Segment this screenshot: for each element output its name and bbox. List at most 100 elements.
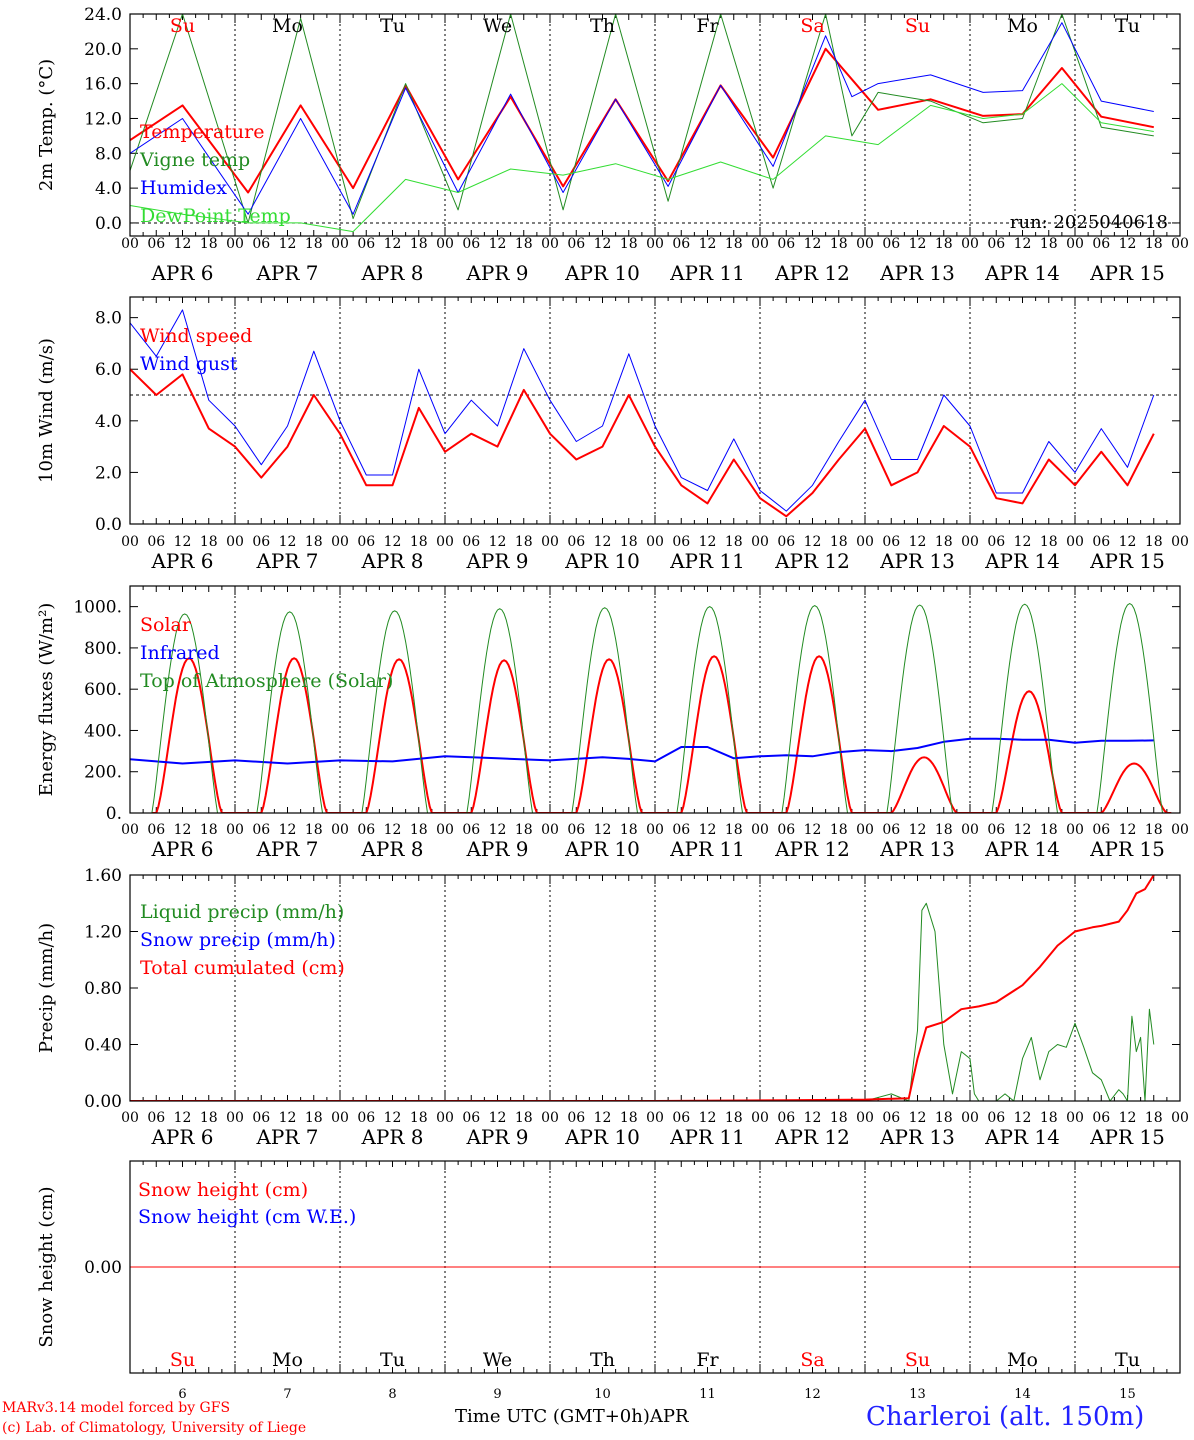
hour-label: 00: [646, 822, 664, 838]
hour-label: 06: [567, 534, 585, 550]
series-line-solar: [151, 655, 1172, 813]
date-label: APR 10: [564, 1125, 640, 1149]
hour-label: 06: [987, 236, 1005, 252]
weekday-label: Sa: [800, 1349, 824, 1371]
hour-label: 06: [1092, 236, 1110, 252]
date-label: APR 14: [984, 1125, 1060, 1149]
date-label: APR 6: [150, 837, 213, 861]
y-tick-label: 8.0: [95, 309, 122, 329]
panel-wind: 0.0 2.0 4.0 6.0 8.0 10m Wind (m/s) Wind speed W…: [36, 296, 1189, 573]
hour-label: 00: [646, 1110, 664, 1126]
date-label: APR 8: [360, 837, 423, 861]
weekday-label: Tu: [380, 1349, 405, 1371]
hour-label: 06: [567, 236, 585, 252]
series-line-wind-speed: [130, 368, 1155, 518]
date-label: APR 15: [1089, 837, 1165, 861]
hour-label: 18: [1145, 822, 1163, 838]
hour-label: 06: [1092, 822, 1110, 838]
legend-wind-speed: Wind speed: [140, 325, 252, 347]
hour-label: 12: [909, 822, 927, 838]
hour-label: 12: [1119, 822, 1137, 838]
hour-label: 18: [515, 1110, 533, 1126]
panel-snow: 0.00 Snow height (cm) Snow height (cm) Snow…: [36, 1160, 1181, 1402]
series-group: [130, 603, 1172, 813]
panel-frame: [129, 874, 1181, 1102]
hour-label: 06: [672, 534, 690, 550]
hour-label: 12: [909, 1110, 927, 1126]
hour-label: 12: [384, 822, 402, 838]
hour-label: 12: [594, 1110, 612, 1126]
hour-label: 06: [987, 1110, 1005, 1126]
y-tick-label: 0.0: [95, 515, 122, 535]
hour-label: 12: [489, 236, 507, 252]
legend-snow-height-cm-w-e-: Snow height (cm W.E.): [138, 1206, 356, 1228]
hour-label: 18: [830, 822, 848, 838]
y-tick-label: 800.: [84, 639, 122, 659]
date-label: APR 8: [360, 1125, 423, 1149]
date-label: APR 11: [669, 1125, 745, 1149]
date-label: APR 14: [984, 837, 1060, 861]
hour-label: 06: [882, 236, 900, 252]
panel-energy: 0. 200. 400. 600. 800. 1000. Energy fluxes (W/…: [36, 585, 1189, 861]
hour-label: 18: [305, 822, 323, 838]
hour-label: 00: [121, 822, 139, 838]
date-label: APR 7: [255, 837, 318, 861]
hour-label: 12: [699, 1110, 717, 1126]
hour-label: 06: [777, 534, 795, 550]
hour-label: 00: [226, 236, 244, 252]
date-label: APR 13: [879, 549, 955, 573]
series-line-liquid-precip-mm-h-: [130, 902, 1155, 1101]
hour-label: 12: [699, 236, 717, 252]
hour-label: 18: [410, 236, 428, 252]
hour-label: 12: [804, 822, 822, 838]
hour-label: 12: [384, 236, 402, 252]
hour-label: 18: [725, 1110, 743, 1126]
y-tick-label: 1.60: [84, 866, 122, 886]
hour-label: 12: [1119, 236, 1137, 252]
hour-label: 00: [436, 236, 454, 252]
y-tick-label: 4.0: [95, 412, 122, 432]
hour-label: 06: [987, 822, 1005, 838]
hour-label: 18: [620, 1110, 638, 1126]
hour-label: 18: [515, 236, 533, 252]
weekday-label: Su: [905, 1349, 930, 1371]
hour-label: 06: [777, 1110, 795, 1126]
hour-label: 06: [567, 822, 585, 838]
series-group: [130, 875, 1155, 1101]
date-label: APR 10: [564, 549, 640, 573]
hour-label: 06: [252, 822, 270, 838]
y-tick-label: 1000.: [73, 598, 122, 618]
hour-label: 18: [830, 534, 848, 550]
hour-label: 18: [200, 236, 218, 252]
hour-label: 06: [672, 1110, 690, 1126]
hour-label: 12: [804, 236, 822, 252]
hour-label: 18: [725, 822, 743, 838]
hour-label: 12: [699, 822, 717, 838]
date-label: APR 6: [150, 1125, 213, 1149]
weekday-label: Tu: [380, 15, 405, 37]
hour-label: 06: [567, 1110, 585, 1126]
date-label: APR 11: [669, 837, 745, 861]
hour-label: 06: [462, 236, 480, 252]
hour-label: 18: [620, 534, 638, 550]
y-tick-label: 20.0: [84, 40, 122, 60]
hour-label: 12: [1014, 1110, 1032, 1126]
date-label: APR 15: [1089, 261, 1165, 285]
hour-label: 00: [436, 822, 454, 838]
hour-label: 18: [1040, 236, 1058, 252]
series-line-dewpoint-temp: [130, 83, 1154, 233]
y-tick-label: 6.0: [95, 360, 122, 380]
hour-label: 18: [935, 822, 953, 838]
hour-label: 00: [121, 236, 139, 252]
hour-label: 18: [200, 534, 218, 550]
hour-label: 12: [489, 534, 507, 550]
day-number-label: 12: [804, 1387, 821, 1402]
hour-label: 18: [935, 1110, 953, 1126]
day-number-label: 11: [699, 1387, 716, 1402]
date-label: APR 13: [879, 837, 955, 861]
hour-label: 06: [357, 534, 375, 550]
hour-label: 06: [672, 822, 690, 838]
hour-label: 00: [1066, 1110, 1084, 1126]
panel-frame: [129, 585, 1181, 814]
weekday-label: Mo: [1007, 15, 1038, 37]
